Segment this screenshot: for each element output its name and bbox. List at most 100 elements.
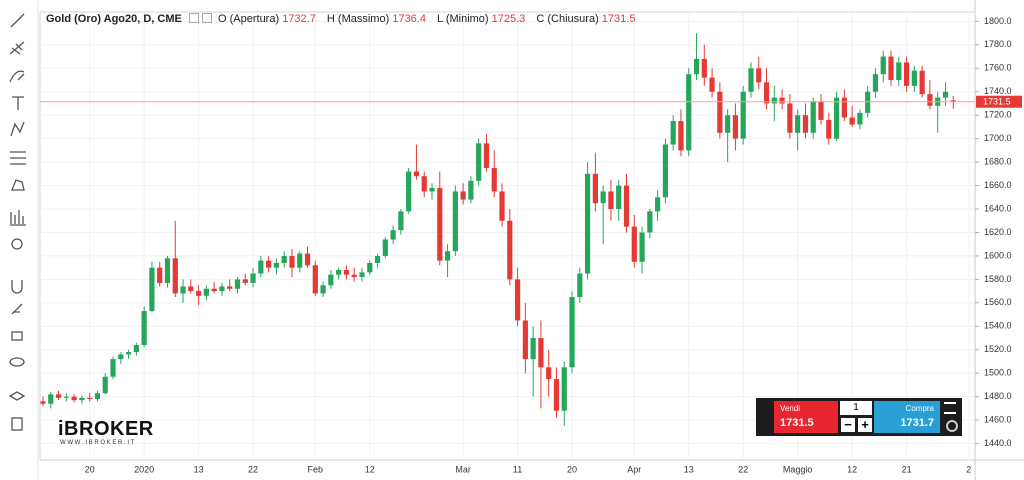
x-tick-label: 11 <box>513 464 522 474</box>
quantity[interactable]: 1 <box>840 401 872 415</box>
y-tick-label: 1760.0 <box>984 63 1012 73</box>
header-icon[interactable] <box>201 13 212 23</box>
tool-measure[interactable] <box>10 151 26 165</box>
candle-body <box>857 112 863 125</box>
menu-button[interactable] <box>944 402 956 414</box>
candle-body <box>304 253 311 266</box>
candle-body <box>639 232 645 262</box>
candle-body <box>686 74 692 151</box>
x-tick-label: 2020 <box>134 464 154 474</box>
tool-zoom[interactable] <box>11 238 23 250</box>
candle-body <box>849 117 855 125</box>
candle-body <box>561 367 567 411</box>
x-tick-label: 20 <box>85 464 95 474</box>
tool-line[interactable] <box>10 13 25 28</box>
candle-body <box>569 296 575 368</box>
candle-body <box>763 82 770 104</box>
tool-text[interactable] <box>12 96 24 110</box>
candle-body <box>833 97 840 139</box>
y-tick-label: 1620.0 <box>984 227 1012 237</box>
candle-body <box>452 191 458 252</box>
candle-body <box>390 230 396 240</box>
candle-body <box>577 273 583 297</box>
tool-brush[interactable] <box>9 70 25 83</box>
candle-body <box>367 262 373 273</box>
y-tick-label: 1780.0 <box>984 39 1012 49</box>
y-tick-label: 1700.0 <box>984 133 1012 143</box>
ohlc-label: L (Minimo) <box>437 13 489 25</box>
candle-body <box>717 91 723 133</box>
candle-body <box>266 260 272 268</box>
candle-body <box>530 338 536 360</box>
ohlc-label: C (Chiusura) <box>536 13 599 25</box>
y-tick-label: 1480.0 <box>984 391 1012 401</box>
candle-body <box>289 255 295 268</box>
watermark: iBROKER <box>58 418 154 440</box>
x-tick-label: 13 <box>194 464 204 474</box>
sell-button[interactable]: Vendi 1731.5 <box>774 401 838 433</box>
candle-body <box>374 255 381 263</box>
tool-eye[interactable] <box>9 357 25 367</box>
decrease-button[interactable]: − <box>841 418 855 432</box>
tool-layers[interactable] <box>8 391 26 401</box>
candle-body <box>413 171 420 177</box>
tool-pattern[interactable] <box>10 121 25 137</box>
candle-body <box>40 401 46 404</box>
last-price-tag <box>976 95 1022 108</box>
candle-body <box>382 239 388 256</box>
candle-body <box>647 211 653 233</box>
ohlc-value: 1725.3 <box>491 13 526 25</box>
candle-body <box>343 270 350 275</box>
candle-body <box>950 100 956 102</box>
candle-body <box>87 397 93 400</box>
candle-body <box>351 274 357 278</box>
last-price-label: 1731.5 <box>983 97 1011 107</box>
candle-body <box>810 101 816 133</box>
candle-body <box>196 291 202 296</box>
candle-body <box>157 267 163 283</box>
candle-body <box>896 62 902 81</box>
candle-body <box>880 56 886 75</box>
tool-pencil[interactable] <box>11 303 23 315</box>
y-tick-label: 1680.0 <box>984 156 1012 166</box>
buy-button[interactable]: Compra 1731.7 <box>874 401 940 433</box>
candle-body <box>756 68 762 83</box>
tool-trash[interactable] <box>11 417 23 431</box>
candle-body <box>110 359 116 377</box>
candle-body <box>553 379 560 411</box>
candle-body <box>406 171 412 212</box>
candle-body <box>421 176 427 192</box>
chart-header: Gold (Oro) Ago20, D, CME O (Apertura) 17… <box>46 13 643 25</box>
settings-button[interactable] <box>946 420 958 432</box>
tool-indicators[interactable] <box>10 210 26 226</box>
y-tick-label: 1800.0 <box>984 16 1012 26</box>
ohlc-value: 1736.4 <box>392 13 426 25</box>
candle-body <box>608 191 614 210</box>
x-tick-label: Apr <box>627 464 641 474</box>
tool-hand[interactable] <box>11 179 25 191</box>
candle-body <box>491 167 497 192</box>
candle-body <box>219 286 225 292</box>
x-tick-label: Feb <box>308 464 324 474</box>
increase-button[interactable]: + <box>858 418 872 432</box>
tool-fib[interactable] <box>9 41 25 55</box>
x-tick-label: 21 <box>902 464 912 474</box>
y-tick-label: 1460.0 <box>984 415 1012 425</box>
candle-body <box>655 197 661 212</box>
candle-body <box>841 97 847 118</box>
candle-body <box>903 62 910 86</box>
tool-magnet[interactable] <box>11 280 23 294</box>
candle-body <box>48 394 54 404</box>
candle-body <box>507 220 513 280</box>
y-tick-label: 1660.0 <box>984 180 1012 190</box>
candle-body <box>483 143 490 168</box>
candle-body <box>118 354 124 360</box>
tool-lock[interactable] <box>11 331 23 341</box>
candle-body <box>662 144 668 198</box>
candle-body <box>725 115 731 133</box>
header-icon[interactable] <box>188 13 199 23</box>
x-tick-label: 12 <box>365 464 375 474</box>
candle-body <box>476 143 482 181</box>
candle-body <box>79 397 85 401</box>
